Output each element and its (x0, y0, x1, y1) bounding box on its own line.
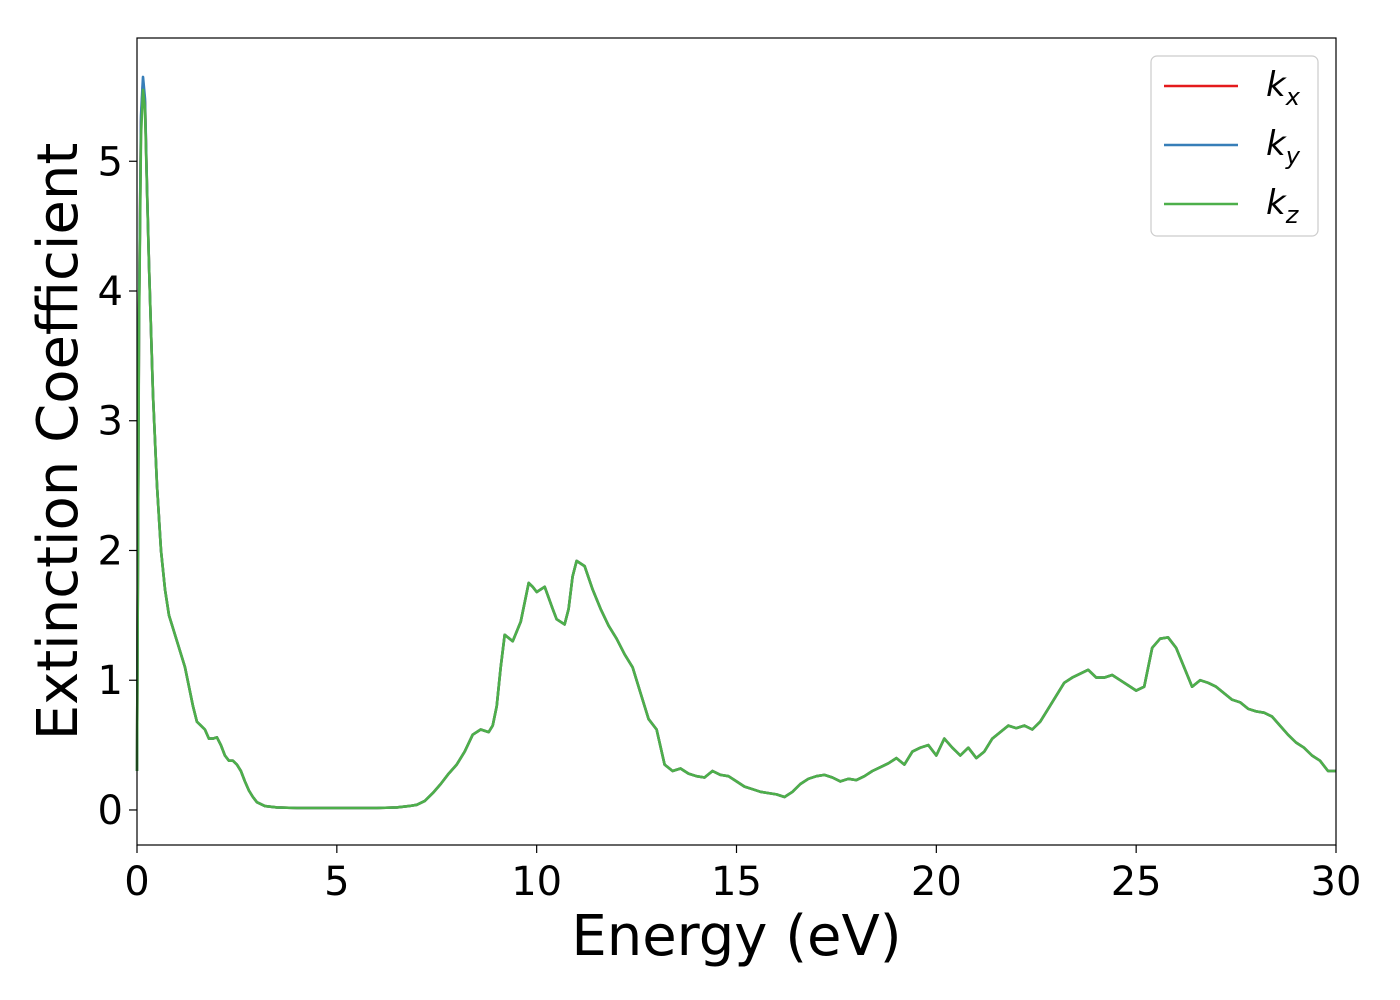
y-tick-label: 4 (98, 269, 123, 315)
x-tick-label: 10 (511, 859, 562, 905)
legend-label: kx (1266, 65, 1301, 111)
x-axis: 0 5 10 15 20 25 30 (124, 845, 1361, 905)
x-tick-label: 25 (1111, 859, 1162, 905)
y-tick-label: 5 (98, 139, 123, 185)
y-tick-label: 0 (98, 788, 123, 834)
series-line-kz (135, 88, 1336, 810)
x-tick-label: 5 (324, 859, 349, 905)
y-tick-label: 1 (98, 658, 123, 704)
x-tick-label: 30 (1311, 859, 1362, 905)
x-tick-label: 20 (911, 859, 962, 905)
series-layer (135, 75, 1336, 810)
y-axis: 0 1 2 3 4 5 (98, 139, 137, 834)
legend: kx ky kz (1150, 55, 1319, 237)
x-tick-label: 0 (124, 859, 149, 905)
y-tick-label: 2 (98, 528, 123, 574)
legend-label: ky (1266, 124, 1301, 170)
y-tick-label: 3 (98, 399, 123, 445)
x-axis-label: Energy (eV) (571, 904, 901, 969)
legend-label: kz (1266, 183, 1300, 229)
y-axis-label: Extinction Coefficient (26, 143, 91, 741)
x-tick-label: 15 (711, 859, 762, 905)
